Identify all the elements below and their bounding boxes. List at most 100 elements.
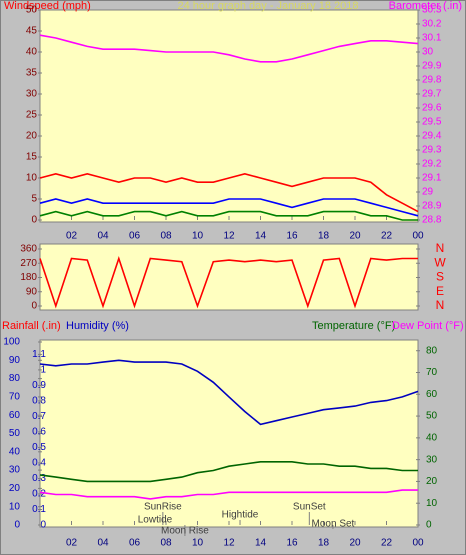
x-tick-label: 00 <box>412 538 424 549</box>
y2-tick-label: E <box>436 284 444 298</box>
annotation: SunRise <box>144 502 182 513</box>
y-tick-label: 40 <box>26 47 38 58</box>
x-tick-label: 04 <box>97 231 109 242</box>
y-tick-label: 90 <box>26 286 38 297</box>
x-tick-label: 10 <box>192 231 204 242</box>
y2-axis-label: Temperature (°F) <box>312 320 395 332</box>
y-tick-label: 10 <box>26 173 38 184</box>
y-tick-label: 50 <box>26 5 38 16</box>
y-tick-label: 20 <box>26 131 38 142</box>
x-tick-label: 12 <box>223 231 235 242</box>
y3-axis-label: Humidity (%) <box>66 320 129 332</box>
direction-panel <box>39 243 419 311</box>
y3-tick-label: 0 <box>14 520 20 531</box>
annotation: Lowtide <box>138 515 173 526</box>
y2-tick-label: 29.9 <box>422 61 442 72</box>
annotation: SunSet <box>293 502 326 513</box>
y-tick-label: 1 <box>40 365 46 376</box>
x-tick-label: 06 <box>129 231 141 242</box>
y3-tick-label: 100 <box>3 337 20 348</box>
y2-tick-label: 30.2 <box>422 19 442 30</box>
x-tick-label: 14 <box>255 538 267 549</box>
y-axis-label: Rainfall (.in) <box>2 320 61 332</box>
series-line <box>39 255 418 309</box>
y2-tick-label: 30 <box>422 47 434 58</box>
x-tick-label: 08 <box>160 231 172 242</box>
y-tick-label: 360 <box>20 244 37 255</box>
y2-tick-label: 60 <box>426 389 438 400</box>
annotation: Moon Rise <box>161 526 209 537</box>
y2-tick-label: 29.3 <box>422 145 442 156</box>
y-tick-label: 30 <box>26 89 38 100</box>
series-line <box>39 210 418 221</box>
x-tick-label: 16 <box>286 538 298 549</box>
y2-tick-label: 30.1 <box>422 33 442 44</box>
y-tick-label: 35 <box>26 68 38 79</box>
series-line <box>39 34 419 63</box>
y3-tick-label: 60 <box>9 410 21 421</box>
y2-tick-label: 28.9 <box>422 201 442 212</box>
y2-tick-label: 80 <box>426 345 438 356</box>
y-tick-label: 5 <box>31 194 37 205</box>
series-line <box>39 172 419 213</box>
y2-tick-label: 29 <box>422 187 434 198</box>
y3-tick-label: 50 <box>9 428 21 439</box>
y2-tick-label: 20 <box>426 476 438 487</box>
y3-tick-label: 10 <box>9 501 21 512</box>
y2-tick-label: 40 <box>426 432 438 443</box>
annotation: Moon Set <box>312 519 355 530</box>
x-tick-label: 00 <box>412 231 424 242</box>
x-tick-label: 20 <box>349 231 361 242</box>
y2-tick-label: 29.1 <box>422 173 442 184</box>
y2-tick-label: N <box>436 241 445 255</box>
y2-tick-label: 28.8 <box>422 215 442 226</box>
x-tick-label: 06 <box>129 538 141 549</box>
y3-tick-label: 90 <box>9 355 21 366</box>
y2-tick-label: N <box>436 298 445 312</box>
y2-tick-label: 29.2 <box>422 159 442 170</box>
y2-tick-label: 70 <box>426 367 438 378</box>
x-tick-label: 02 <box>66 538 78 549</box>
series-line <box>39 359 419 426</box>
x-tick-label: 20 <box>349 538 361 549</box>
y3-tick-label: 70 <box>9 392 21 403</box>
x-tick-label: 04 <box>97 538 109 549</box>
series-line <box>39 198 419 217</box>
x-tick-label: 22 <box>381 231 393 242</box>
y-tick-label: 15 <box>26 152 38 163</box>
y-tick-label: 270 <box>20 258 37 269</box>
y2-tick-label: 29.8 <box>422 75 442 86</box>
x-tick-label: 18 <box>318 538 330 549</box>
y-tick-label: 0 <box>40 520 46 531</box>
x-tick-label: 22 <box>381 538 393 549</box>
y3-tick-label: 20 <box>9 483 21 494</box>
series-line <box>39 461 418 483</box>
y2-tick-label: 10 <box>426 498 438 509</box>
y2-tick-label: 29.6 <box>422 103 442 114</box>
y4-axis-label: Dew Point (°F) <box>392 320 464 332</box>
y3-tick-label: 30 <box>9 465 21 476</box>
y-tick-label: 0 <box>31 215 37 226</box>
y-tick-label: 0 <box>31 301 37 312</box>
y2-tick-label: 29.4 <box>422 131 442 142</box>
climate-panel <box>39 339 419 528</box>
x-tick-label: 08 <box>160 538 172 549</box>
y3-tick-label: 80 <box>9 373 21 384</box>
y2-tick-label: S <box>436 270 444 284</box>
series-line <box>39 489 418 500</box>
y-axis-label: Windspeed (mph) <box>4 0 91 12</box>
annotation: Hightide <box>222 510 259 521</box>
wind-panel <box>39 9 419 223</box>
chart-title: 24 hour graph day - January 18 2018 <box>177 0 358 12</box>
x-tick-label: 16 <box>286 231 298 242</box>
y2-tick-label: W <box>434 255 446 269</box>
x-tick-label: 02 <box>66 231 78 242</box>
y3-tick-label: 40 <box>9 446 21 457</box>
y2-tick-label: 0 <box>426 520 432 531</box>
x-tick-label: 18 <box>318 231 330 242</box>
y-tick-label: 45 <box>26 26 38 37</box>
y2-tick-label: 30 <box>426 454 438 465</box>
y-tick-label: 180 <box>20 272 37 283</box>
y2-tick-label: 29.5 <box>422 117 442 128</box>
